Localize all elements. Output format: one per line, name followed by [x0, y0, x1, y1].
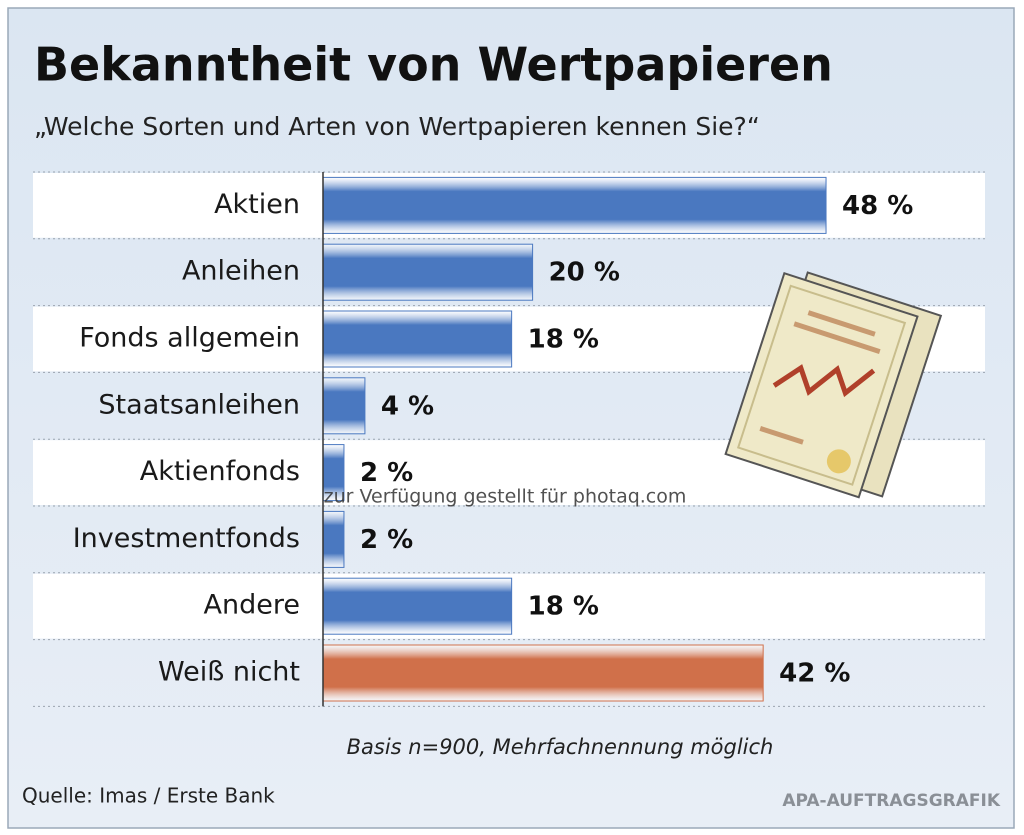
category-label: Staatsanleihen — [98, 389, 300, 420]
value-label: 2 % — [360, 458, 413, 488]
bar — [322, 510, 345, 568]
value-label: 18 % — [528, 592, 599, 622]
credit: APA-AUFTRAGSGRAFIK — [782, 791, 1000, 811]
value-label: 4 % — [381, 391, 434, 421]
category-label: Fonds allgemein — [79, 323, 300, 354]
bar — [322, 377, 366, 435]
bar — [322, 243, 534, 301]
value-label: 48 % — [842, 191, 913, 221]
chart-title: Bekanntheit von Wertpapieren — [34, 38, 833, 92]
chart-subtitle: „Welche Sorten und Arten von Wertpapiere… — [34, 112, 760, 141]
certificate-icon — [724, 271, 943, 499]
bar — [322, 176, 827, 234]
category-label: Aktienfonds — [140, 456, 300, 487]
category-label: Investmentfonds — [73, 523, 300, 554]
value-label: 2 % — [360, 525, 413, 555]
value-label: 18 % — [528, 325, 599, 355]
category-label: Aktien — [214, 189, 300, 220]
category-label: Anleihen — [182, 256, 300, 287]
value-label: 20 % — [549, 258, 620, 288]
note: Basis n=900, Mehrfachnennung möglich — [347, 735, 774, 759]
watermark: zur Verfügung gestellt für photaq.com — [324, 486, 687, 508]
bar — [322, 644, 764, 702]
bar — [322, 577, 513, 635]
category-label: Weiß nicht — [158, 657, 300, 688]
value-label: 42 % — [779, 659, 850, 689]
rows: Aktien 48 % Anleihen 20 % Fonds allgemein 18 … — [33, 171, 985, 707]
category-label: Andere — [204, 590, 300, 621]
source: Quelle: Imas / Erste Bank — [22, 784, 275, 808]
bar — [322, 310, 513, 368]
